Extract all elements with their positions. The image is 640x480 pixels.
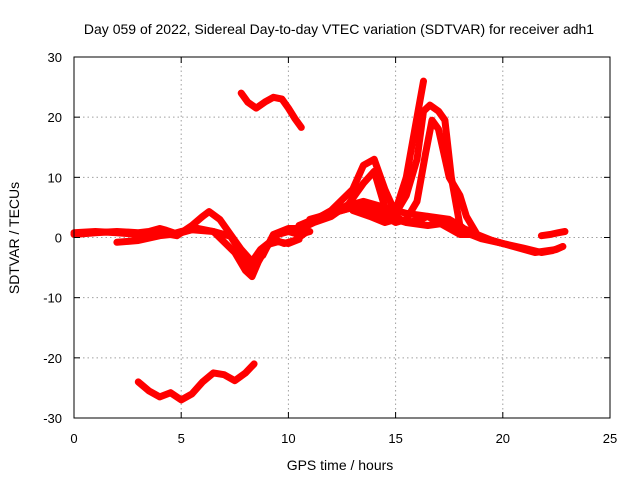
series-arc-11 xyxy=(349,206,485,241)
grid-lines xyxy=(74,57,610,418)
x-tick-label: 15 xyxy=(388,431,402,446)
series-arc-3 xyxy=(113,225,314,281)
y-tick-label: 0 xyxy=(55,231,62,246)
chart-title: Day 059 of 2022, Sidereal Day-to-day VTE… xyxy=(84,21,594,37)
y-tick-label: -20 xyxy=(43,351,62,366)
x-tick-label: 5 xyxy=(178,431,185,446)
series-arc-12 xyxy=(537,228,569,240)
series-arc-7 xyxy=(295,101,475,238)
y-tick-label: 10 xyxy=(48,170,62,185)
series-arc-4 xyxy=(237,89,305,131)
series-arc-6 xyxy=(259,77,427,259)
x-tick-label: 25 xyxy=(603,431,617,446)
x-tick-label: 20 xyxy=(496,431,510,446)
y-tick-label: -30 xyxy=(43,411,62,426)
x-tick-label: 0 xyxy=(70,431,77,446)
x-tick-labels: 0 5 10 15 20 25 xyxy=(70,431,617,446)
y-tick-labels: -30 -20 -10 0 10 20 30 xyxy=(43,50,62,426)
series-arc-5 xyxy=(134,360,258,404)
data-series xyxy=(70,77,569,404)
y-axis-title: SDTVAR / TECUs xyxy=(6,182,22,294)
y-tick-label: 30 xyxy=(48,50,62,65)
axis-ticks xyxy=(73,56,611,419)
series-arc-8 xyxy=(306,116,567,256)
y-tick-label: -10 xyxy=(43,291,62,306)
y-tick-label: 20 xyxy=(48,110,62,125)
x-axis-title: GPS time / hours xyxy=(287,457,394,473)
x-tick-label: 10 xyxy=(281,431,295,446)
